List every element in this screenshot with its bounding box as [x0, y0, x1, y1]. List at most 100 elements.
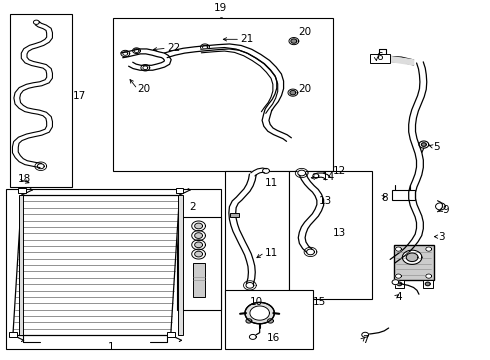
Text: 22: 22 — [167, 43, 180, 53]
Polygon shape — [195, 251, 202, 257]
Text: 11: 11 — [265, 248, 278, 258]
Bar — [370, 54, 390, 63]
Polygon shape — [313, 173, 330, 180]
Bar — [175, 188, 183, 193]
Text: 11: 11 — [265, 178, 278, 188]
Bar — [225, 171, 289, 299]
Polygon shape — [245, 302, 274, 324]
Text: 21: 21 — [240, 34, 253, 44]
Polygon shape — [395, 247, 401, 251]
Polygon shape — [251, 168, 267, 176]
Polygon shape — [397, 282, 402, 286]
Bar — [167, 332, 174, 337]
Polygon shape — [291, 39, 297, 43]
Polygon shape — [229, 174, 256, 284]
Polygon shape — [250, 306, 270, 320]
Polygon shape — [195, 233, 202, 238]
Text: 20: 20 — [138, 84, 150, 94]
Text: 16: 16 — [267, 333, 280, 343]
Polygon shape — [406, 253, 418, 261]
Bar — [393, 245, 434, 280]
Polygon shape — [195, 242, 202, 248]
Bar — [10, 14, 72, 187]
Bar — [5, 189, 220, 348]
Polygon shape — [192, 221, 205, 231]
Bar — [193, 263, 205, 297]
Text: 2: 2 — [190, 202, 196, 212]
Text: 6: 6 — [376, 52, 383, 62]
Bar — [230, 213, 239, 217]
Polygon shape — [395, 274, 401, 278]
Polygon shape — [121, 50, 130, 57]
Text: 15: 15 — [313, 297, 326, 307]
Text: 12: 12 — [333, 166, 346, 176]
Polygon shape — [141, 64, 150, 71]
Polygon shape — [298, 170, 306, 176]
Polygon shape — [288, 89, 298, 96]
Polygon shape — [313, 174, 319, 178]
Polygon shape — [246, 283, 254, 288]
Polygon shape — [13, 195, 179, 335]
Bar — [394, 280, 404, 288]
Polygon shape — [201, 48, 278, 113]
Text: 19: 19 — [214, 3, 227, 13]
Polygon shape — [298, 174, 323, 252]
Text: 14: 14 — [322, 172, 336, 182]
Text: 20: 20 — [299, 27, 312, 37]
Text: 8: 8 — [381, 193, 388, 203]
Polygon shape — [33, 20, 39, 24]
Text: 13: 13 — [333, 228, 346, 238]
Polygon shape — [425, 282, 430, 286]
Text: 10: 10 — [250, 297, 263, 307]
Polygon shape — [134, 49, 139, 53]
Bar — [225, 290, 314, 348]
Text: 20: 20 — [299, 84, 312, 94]
Polygon shape — [37, 164, 44, 169]
Text: 3: 3 — [439, 231, 445, 242]
Polygon shape — [12, 22, 52, 168]
Polygon shape — [202, 45, 207, 49]
Polygon shape — [143, 66, 148, 69]
Polygon shape — [249, 334, 256, 339]
Polygon shape — [262, 109, 292, 141]
Bar — [113, 18, 333, 171]
Polygon shape — [390, 62, 427, 263]
Polygon shape — [268, 319, 273, 323]
Polygon shape — [192, 231, 205, 240]
Polygon shape — [307, 249, 315, 255]
Polygon shape — [192, 249, 205, 259]
Polygon shape — [426, 274, 432, 278]
Polygon shape — [392, 280, 399, 285]
Polygon shape — [419, 141, 429, 148]
Polygon shape — [263, 168, 270, 174]
Text: 13: 13 — [319, 196, 333, 206]
Polygon shape — [389, 57, 414, 65]
Text: 1: 1 — [107, 342, 114, 352]
Bar — [423, 280, 433, 288]
Text: 7: 7 — [362, 335, 369, 345]
Polygon shape — [123, 52, 128, 55]
Text: 5: 5 — [434, 142, 440, 152]
Text: 17: 17 — [73, 91, 86, 101]
Polygon shape — [421, 143, 426, 146]
Polygon shape — [290, 90, 296, 95]
Bar — [392, 190, 415, 200]
Polygon shape — [192, 240, 205, 250]
Bar — [19, 195, 23, 335]
Polygon shape — [121, 49, 171, 70]
Text: 9: 9 — [442, 205, 448, 215]
Polygon shape — [426, 247, 432, 251]
Polygon shape — [200, 44, 209, 50]
Text: 18: 18 — [18, 174, 31, 184]
Bar — [18, 188, 25, 193]
Bar — [289, 171, 372, 299]
Text: 4: 4 — [395, 292, 402, 302]
Polygon shape — [402, 250, 422, 264]
Polygon shape — [362, 332, 368, 337]
Polygon shape — [289, 37, 299, 45]
Bar — [9, 332, 17, 337]
Polygon shape — [165, 44, 284, 111]
Polygon shape — [133, 48, 141, 54]
Polygon shape — [195, 223, 202, 229]
Bar — [178, 195, 183, 335]
